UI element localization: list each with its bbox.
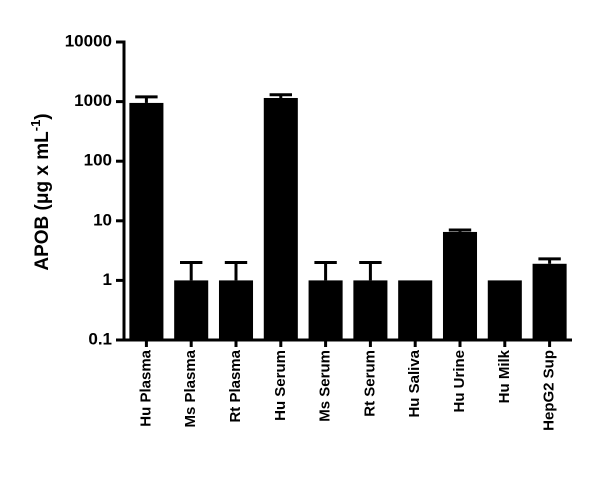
bar [353, 280, 388, 340]
x-tick-label: Rt Plasma [227, 349, 244, 422]
y-tick-label: 10000 [65, 31, 112, 50]
bar [487, 280, 522, 340]
y-tick-label: 0.1 [88, 329, 112, 348]
x-tick-label: Hu Plasma [137, 349, 154, 426]
y-tick-label: 1000 [74, 91, 112, 110]
x-tick-label: Hu Urine [451, 350, 468, 413]
bar [174, 280, 209, 340]
bar [398, 280, 433, 340]
bar [308, 280, 343, 340]
x-tick-label: HepG2 Sup [541, 350, 558, 431]
x-tick-label: Ms Serum [317, 350, 334, 422]
y-axis-title-text: APOB (μg x mL [32, 131, 53, 271]
y-tick-label: 1 [103, 270, 112, 289]
x-tick-label: Rt Serum [361, 350, 378, 417]
bar [442, 231, 478, 340]
bar [218, 280, 254, 340]
x-tick-label: Ms Plasma [182, 349, 199, 427]
y-axis-title-suffix: ) [32, 113, 53, 119]
y-tick-label: 10 [93, 210, 112, 229]
y-axis-title-superscript: -1 [28, 120, 43, 132]
x-tick-label: Hu Serum [272, 350, 289, 421]
bar [263, 97, 298, 340]
y-axis-title: APOB (μg x mL-1) [28, 113, 53, 270]
bar [532, 263, 567, 340]
x-tick-label: Hu Milk [496, 349, 513, 403]
y-tick-label: 100 [84, 151, 112, 170]
x-tick-label: Hu Saliva [406, 349, 423, 417]
bar [129, 102, 164, 340]
